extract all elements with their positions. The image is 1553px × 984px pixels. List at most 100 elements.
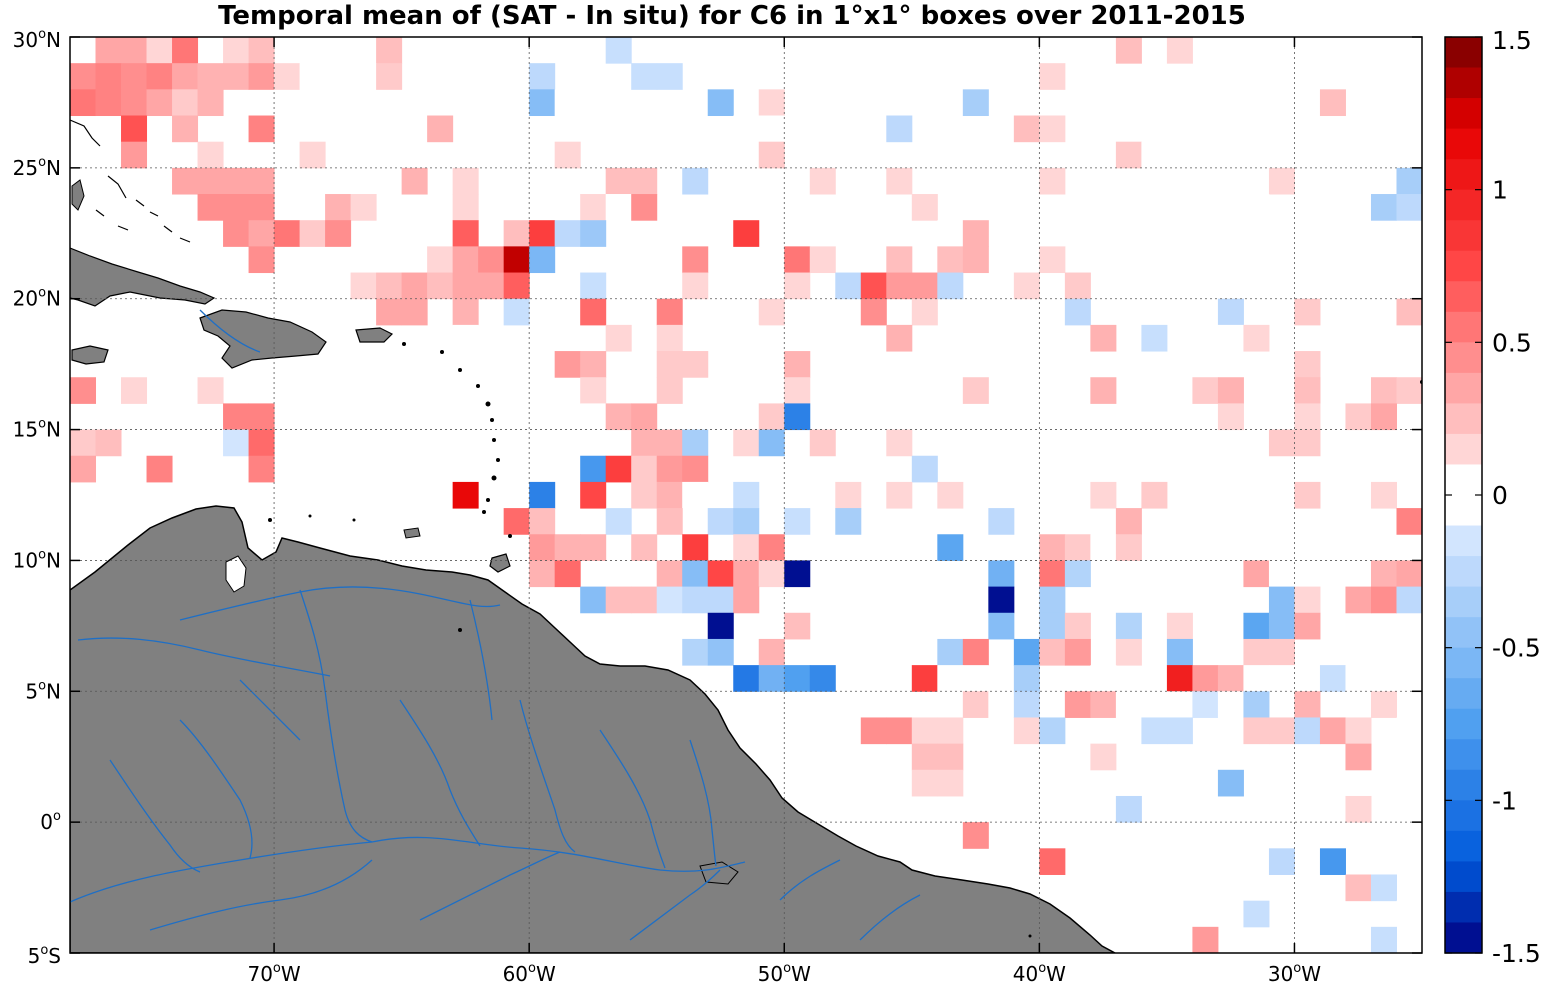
grid-cell: [121, 141, 148, 169]
colorbar-tick-label: 0.5: [1492, 328, 1532, 357]
grid-cell: [554, 141, 581, 169]
grid-cell: [784, 612, 811, 640]
grid-cell: [1294, 377, 1321, 404]
grid-cell: [758, 141, 785, 169]
grid-cell: [1115, 37, 1142, 64]
grid-cell: [1396, 717, 1422, 745]
grid-cell: [758, 665, 785, 692]
grid-cell: [70, 63, 97, 90]
grid-cell: [988, 560, 1015, 588]
grid-cell: [1294, 612, 1321, 640]
lon-tick-label: 60oW: [503, 961, 556, 984]
grid-cell: [835, 508, 862, 535]
grid-cell: [1217, 769, 1244, 797]
grid-cell: [1345, 455, 1372, 483]
grid-cell: [631, 455, 658, 483]
grid-cell: [1268, 508, 1295, 535]
grid-cell: [1243, 691, 1270, 718]
grid-cell: [784, 665, 811, 692]
grid-cell: [1064, 272, 1091, 300]
grid-cell: [860, 717, 887, 745]
grid-cell: [427, 246, 454, 274]
grid-cell: [376, 63, 403, 90]
grid-cell: [1039, 638, 1066, 666]
grid-cell: [1345, 743, 1372, 771]
grid-cell: [911, 769, 938, 797]
grid-cell: [911, 717, 938, 745]
grid-cell: [248, 455, 275, 483]
grid-cell: [452, 220, 479, 247]
grid-cell: [962, 220, 989, 247]
grid-cell: [605, 324, 632, 352]
grid-cell: [707, 612, 734, 640]
colorbar-bin: [1445, 433, 1482, 466]
grid-cell: [682, 429, 709, 457]
grid-cell: [1039, 167, 1066, 195]
grid-cell: [1370, 691, 1397, 718]
grid-cell: [529, 220, 556, 247]
grid-cell: [1039, 848, 1066, 875]
grid-cell: [1370, 481, 1397, 509]
grid-cell: [631, 429, 658, 457]
grid-cell: [299, 63, 326, 90]
grid-cell: [656, 141, 683, 169]
grid-cell: [886, 272, 913, 300]
grid-cell: [452, 298, 479, 326]
grid-cell: [172, 167, 199, 195]
grid-cell: [1192, 926, 1219, 953]
grid-cell: [1268, 586, 1295, 614]
grid-cell: [682, 351, 709, 378]
grid-cell: [886, 167, 913, 195]
grid-cell: [682, 534, 709, 561]
grid-cell: [682, 37, 709, 64]
grid-cell: [1370, 926, 1397, 953]
grid-cell: [1370, 377, 1397, 404]
grid-cell: [1370, 194, 1397, 221]
grid-cell: [1294, 481, 1321, 509]
grid-cell: [529, 246, 556, 274]
lat-tick-label: 0o: [40, 809, 61, 834]
grid-cell: [1039, 717, 1066, 745]
grid-cell: [1217, 403, 1244, 431]
grid-cell: [1294, 298, 1321, 326]
grid-cell: [503, 272, 530, 300]
grid-cell: [1345, 795, 1372, 823]
grid-cell: [1166, 638, 1193, 666]
grid-cell: [1064, 534, 1091, 561]
grid-cell: [886, 324, 913, 352]
land-masses: [70, 119, 1422, 953]
grid-cell: [682, 455, 709, 483]
grid-cell: [911, 194, 938, 221]
grid-cell: [223, 167, 250, 195]
grid-cell: [911, 455, 938, 483]
grid-cell: [70, 89, 97, 117]
grid-cell: [860, 272, 887, 300]
grid-cell: [172, 63, 199, 90]
grid-cell: [733, 220, 760, 247]
grid-cell: [452, 324, 479, 352]
grid-cell: [1039, 534, 1066, 561]
grid-cell: [809, 167, 836, 195]
grid-cell: [1396, 194, 1422, 221]
grid-cell: [758, 298, 785, 326]
colorbar-bin: [1445, 372, 1482, 404]
grid-cell: [784, 377, 811, 404]
grid-cell: [1243, 324, 1270, 352]
grid-cell: [707, 560, 734, 588]
colorbar-bin: [1445, 464, 1482, 496]
colorbar-bin: [1445, 586, 1482, 618]
grid-cell: [529, 481, 556, 509]
grid-cell: [1243, 900, 1270, 928]
data-cells: [70, 37, 1422, 953]
grid-cell: [733, 324, 760, 352]
grid-cell: [1090, 141, 1117, 169]
grid-cell: [478, 246, 505, 274]
grid-cell: [1064, 612, 1091, 640]
grid-cell: [656, 429, 683, 457]
grid-cell: [299, 220, 326, 247]
grid-cell: [529, 89, 556, 117]
grid-cell: [197, 377, 224, 404]
grid-cell: [1243, 665, 1270, 692]
grid-cell: [733, 586, 760, 614]
grid-cell: [248, 429, 275, 457]
